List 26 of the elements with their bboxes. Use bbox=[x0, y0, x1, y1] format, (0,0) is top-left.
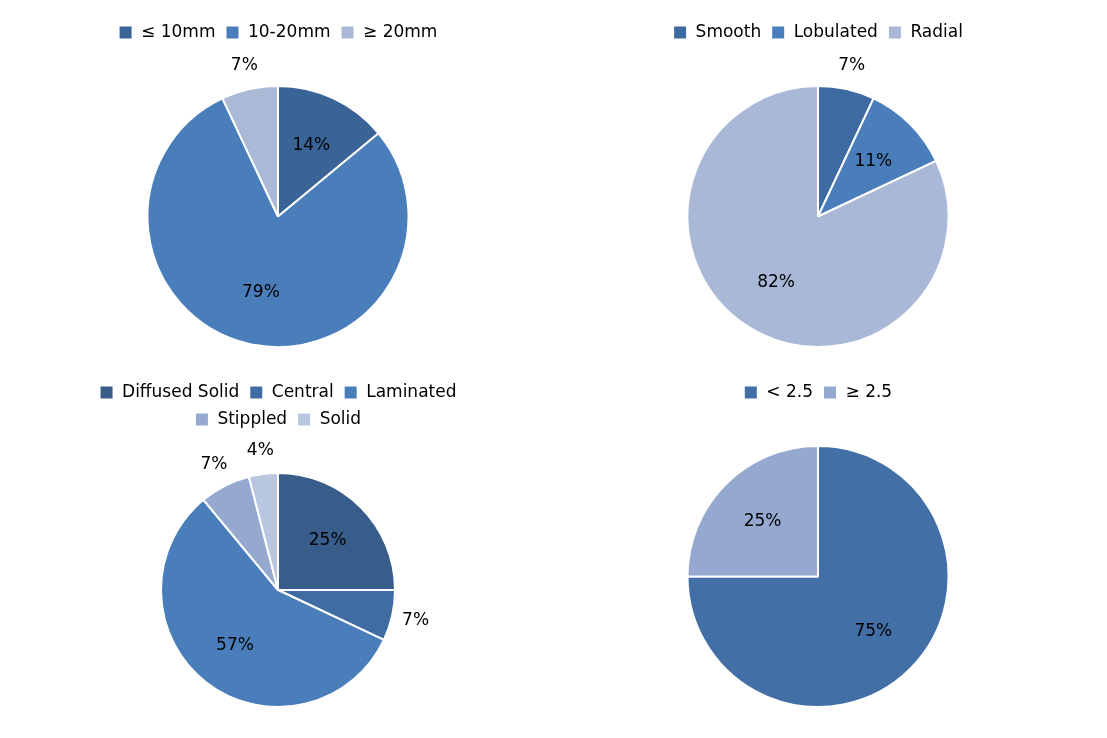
data-label: 75% bbox=[854, 620, 893, 641]
legend-label: ≤ 10mm bbox=[141, 20, 216, 41]
data-label: 7% bbox=[838, 54, 866, 75]
legend-label: Laminated bbox=[366, 380, 457, 401]
legend-label: Diffused Solid bbox=[122, 380, 240, 401]
legend-label: Solid bbox=[319, 407, 362, 428]
legend-label: Central bbox=[271, 380, 334, 401]
legend-label: Radial bbox=[910, 20, 963, 41]
legend-label: < 2.5 bbox=[766, 380, 813, 401]
data-label: 7% bbox=[230, 54, 258, 75]
legend-label: 10-20mm bbox=[247, 20, 331, 41]
legend-label: Lobulated bbox=[793, 20, 878, 41]
data-label: 57% bbox=[216, 633, 254, 654]
data-label: 7% bbox=[200, 452, 228, 473]
legend-label: Stippled bbox=[217, 407, 288, 428]
data-label: 82% bbox=[757, 271, 795, 292]
data-label: 25% bbox=[743, 509, 782, 530]
data-label: 79% bbox=[242, 281, 280, 302]
data-label: 25% bbox=[308, 528, 347, 549]
data-label: 4% bbox=[246, 438, 274, 459]
data-label: 7% bbox=[402, 609, 430, 630]
legend-label: Smooth bbox=[695, 20, 762, 41]
data-label: 11% bbox=[854, 149, 893, 170]
legend-label: ≥ 2.5 bbox=[845, 380, 893, 401]
legend-label: ≥ 20mm bbox=[363, 20, 438, 41]
data-label: 14% bbox=[292, 134, 331, 155]
